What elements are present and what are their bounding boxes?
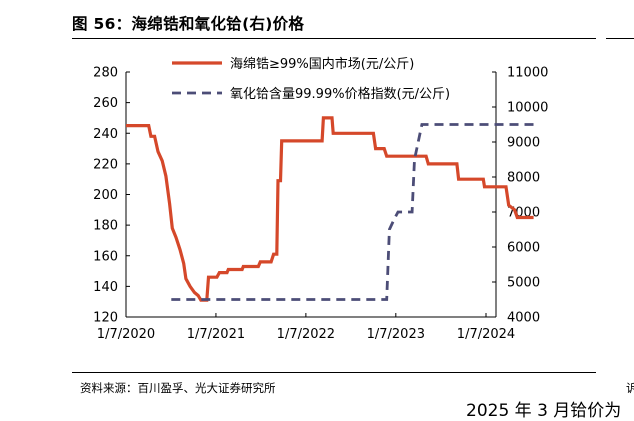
y-left-tick-label: 140 [93,280,118,295]
y-right-tick-label: 9000 [507,136,540,151]
y-right-tick-label: 11000 [507,66,548,81]
legend-label-hf: 氧化铪含量99.99%价格指数(元/公斤) [230,86,450,102]
y-left-tick-label: 280 [93,66,118,81]
y-left-tick-label: 240 [93,127,118,142]
y-right-tick-label: 5000 [507,276,540,291]
y-left-tick-label: 160 [93,249,118,264]
y-right-tick-label: 10000 [507,101,548,116]
y-left-tick-label: 180 [93,219,118,234]
edge-text-fragment: 诉 [626,381,634,395]
y-left-tick-label: 200 [93,188,118,203]
y-right-tick-label: 6000 [507,241,540,256]
x-tick-label: 1/7/2023 [367,327,425,342]
x-tick-label: 1/7/2022 [277,327,335,342]
legend: 海绵锆≥99%国内市场(元/公斤) 氧化铪含量99.99%价格指数(元/公斤) [172,56,450,102]
cut-off-body-text: 2025 年 3 月铪价为 [466,401,622,421]
price-chart: 1201401601802002202402602804000500060007… [93,56,548,343]
y-left-tick-label: 220 [93,157,118,172]
title-rule [72,38,596,39]
axes: 1201401601802002202402602804000500060007… [93,66,548,343]
series-line-zr [126,116,534,302]
y-left-tick-label: 120 [93,311,118,326]
legend-label-zr: 海绵锆≥99%国内市场(元/公斤) [230,56,414,72]
x-tick-label: 1/7/2020 [97,327,155,342]
title-rule-right [606,38,634,39]
y-right-tick-label: 4000 [507,311,540,326]
source-note: 资料来源：百川盈孚、光大证券研究所 [80,381,276,395]
series-line-hf [171,123,534,301]
x-tick-label: 1/7/2021 [187,327,245,342]
y-right-tick-label: 8000 [507,171,540,186]
y-left-tick-label: 260 [93,96,118,111]
source-rule [72,372,596,373]
figure-title: 图 56：海绵锆和氧化铪(右)价格 [72,15,305,33]
x-tick-label: 1/7/2024 [457,327,515,342]
series-lines [126,116,534,302]
